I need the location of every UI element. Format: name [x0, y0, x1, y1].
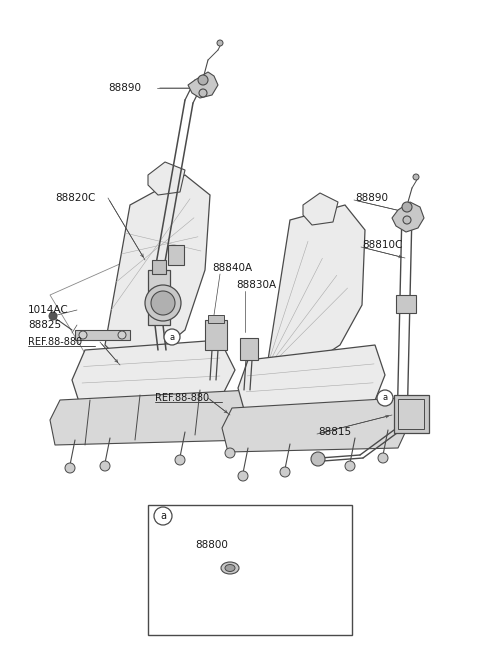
Circle shape — [100, 461, 110, 471]
Bar — [394, 395, 429, 433]
Circle shape — [345, 461, 355, 471]
Ellipse shape — [225, 565, 235, 571]
Bar — [240, 338, 258, 360]
Text: REF.88-880: REF.88-880 — [155, 393, 209, 403]
Circle shape — [154, 507, 172, 525]
Circle shape — [311, 452, 325, 466]
Bar — [398, 399, 424, 429]
Circle shape — [377, 390, 393, 406]
Bar — [208, 315, 224, 323]
Bar — [75, 330, 130, 340]
Text: 88800: 88800 — [195, 540, 228, 550]
Ellipse shape — [151, 291, 175, 315]
Polygon shape — [268, 205, 365, 368]
Circle shape — [49, 312, 57, 320]
Circle shape — [378, 453, 388, 463]
Polygon shape — [50, 390, 260, 445]
Text: 88830A: 88830A — [236, 280, 276, 290]
Circle shape — [402, 202, 412, 212]
Polygon shape — [238, 345, 385, 413]
Text: 88815: 88815 — [318, 427, 351, 437]
Text: 88890: 88890 — [355, 193, 388, 203]
Text: 88810C: 88810C — [362, 240, 402, 250]
Polygon shape — [188, 72, 218, 98]
Polygon shape — [222, 398, 410, 452]
Bar — [148, 270, 170, 325]
Circle shape — [225, 448, 235, 458]
Text: a: a — [383, 394, 387, 403]
Circle shape — [175, 455, 185, 465]
Circle shape — [403, 216, 411, 224]
Circle shape — [238, 471, 248, 481]
Circle shape — [280, 467, 290, 477]
Ellipse shape — [145, 285, 181, 321]
Ellipse shape — [221, 562, 239, 574]
Bar — [396, 295, 416, 313]
Circle shape — [164, 329, 180, 345]
Circle shape — [118, 331, 126, 339]
Text: 88890: 88890 — [108, 83, 141, 93]
Bar — [168, 245, 184, 265]
Circle shape — [413, 174, 419, 180]
Polygon shape — [392, 202, 424, 232]
Text: 1014AC: 1014AC — [28, 305, 69, 315]
Text: a: a — [160, 511, 166, 521]
Bar — [205, 320, 227, 350]
Text: 88820C: 88820C — [55, 193, 96, 203]
Text: REF.88-880: REF.88-880 — [28, 337, 82, 347]
Bar — [152, 260, 166, 274]
Circle shape — [198, 75, 208, 85]
Circle shape — [65, 463, 75, 473]
Circle shape — [217, 40, 223, 46]
Circle shape — [199, 89, 207, 97]
Polygon shape — [148, 162, 185, 195]
Polygon shape — [105, 175, 210, 360]
Circle shape — [79, 331, 87, 339]
Text: a: a — [169, 333, 175, 342]
Polygon shape — [303, 193, 338, 225]
Bar — [148, 505, 352, 635]
Polygon shape — [72, 340, 235, 405]
Text: 88825: 88825 — [28, 320, 61, 330]
Text: 88840A: 88840A — [212, 263, 252, 273]
